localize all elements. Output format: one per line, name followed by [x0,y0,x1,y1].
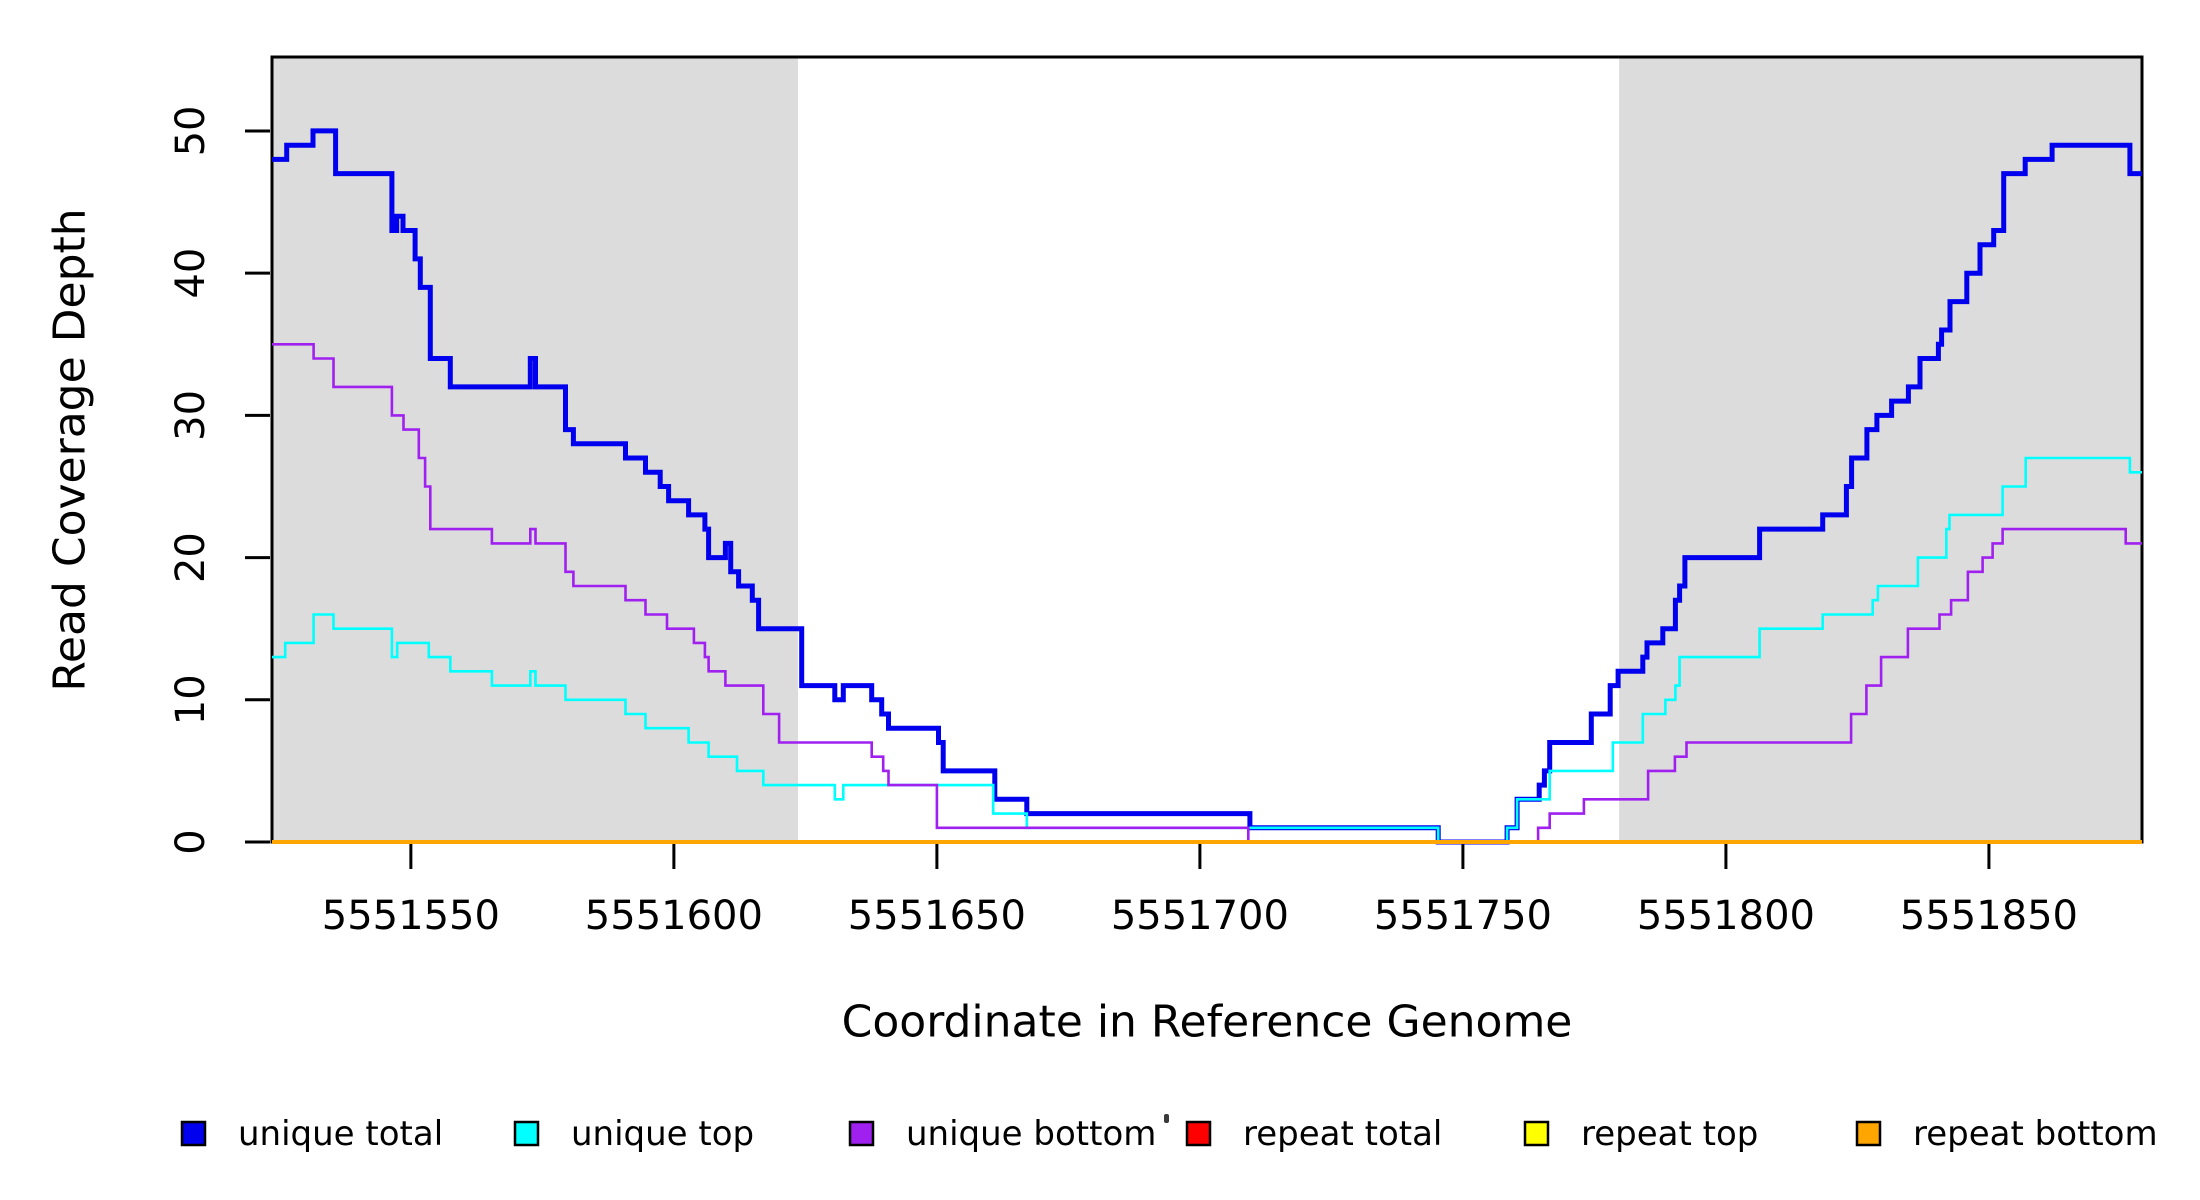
y-tick-label: 40 [168,248,214,299]
x-tick-label: 5551550 [322,893,500,939]
x-tick-label: 5551650 [848,893,1026,939]
legend-label-unique-bottom: unique bottom [906,1114,1156,1154]
stray-dot [1164,1114,1169,1123]
y-tick-label: 30 [168,390,214,441]
x-tick-label: 5551600 [585,893,763,939]
legend-item-unique-bottom: unique bottom [848,1114,1156,1154]
series-unique-total-line [272,128,2142,845]
x-tick-label: 5551750 [1374,893,1552,939]
legend-swatch-repeat-total [1185,1120,1212,1147]
legend-label-repeat-top: repeat top [1581,1114,1758,1154]
legend-item-unique-total: unique total [180,1114,443,1154]
shaded-region-2 [1619,57,2142,842]
legend-swatch-unique-bottom [848,1120,875,1147]
legend-swatch-repeat-bottom [1855,1120,1882,1147]
x-tick-label: 5551800 [1637,893,1815,939]
series-unique-top-line [272,456,2142,844]
y-tick-label: 20 [168,532,214,583]
y-axis-title: Read Coverage Depth [44,208,96,692]
legend-swatch-unique-total [180,1120,207,1147]
y-tick-label: 50 [168,105,214,156]
legend-label-repeat-bottom: repeat bottom [1913,1114,2158,1154]
legend-item-repeat-top: repeat top [1523,1114,1758,1154]
legend-item-repeat-bottom: repeat bottom [1855,1114,2158,1154]
legend-item-unique-top: unique top [513,1114,754,1154]
legend-item-repeat-total: repeat total [1185,1114,1442,1154]
legend-label-unique-total: unique total [238,1114,443,1154]
y-tick-label: 10 [168,674,214,725]
legend-label-repeat-total: repeat total [1243,1114,1442,1154]
legend-label-unique-top: unique top [571,1114,754,1154]
legend-swatch-unique-top [513,1120,540,1147]
y-tick-label: 0 [168,829,214,854]
series-unique-bottom-line [272,343,2142,844]
legend-swatch-repeat-top [1523,1120,1550,1147]
shaded-region-1 [272,57,799,842]
x-tick-label: 5551850 [1900,893,2078,939]
x-tick-label: 5551700 [1111,893,1289,939]
x-axis-title: Coordinate in Reference Genome [841,996,1573,1048]
legend: unique total unique top unique bottom repea… [180,1114,2158,1154]
